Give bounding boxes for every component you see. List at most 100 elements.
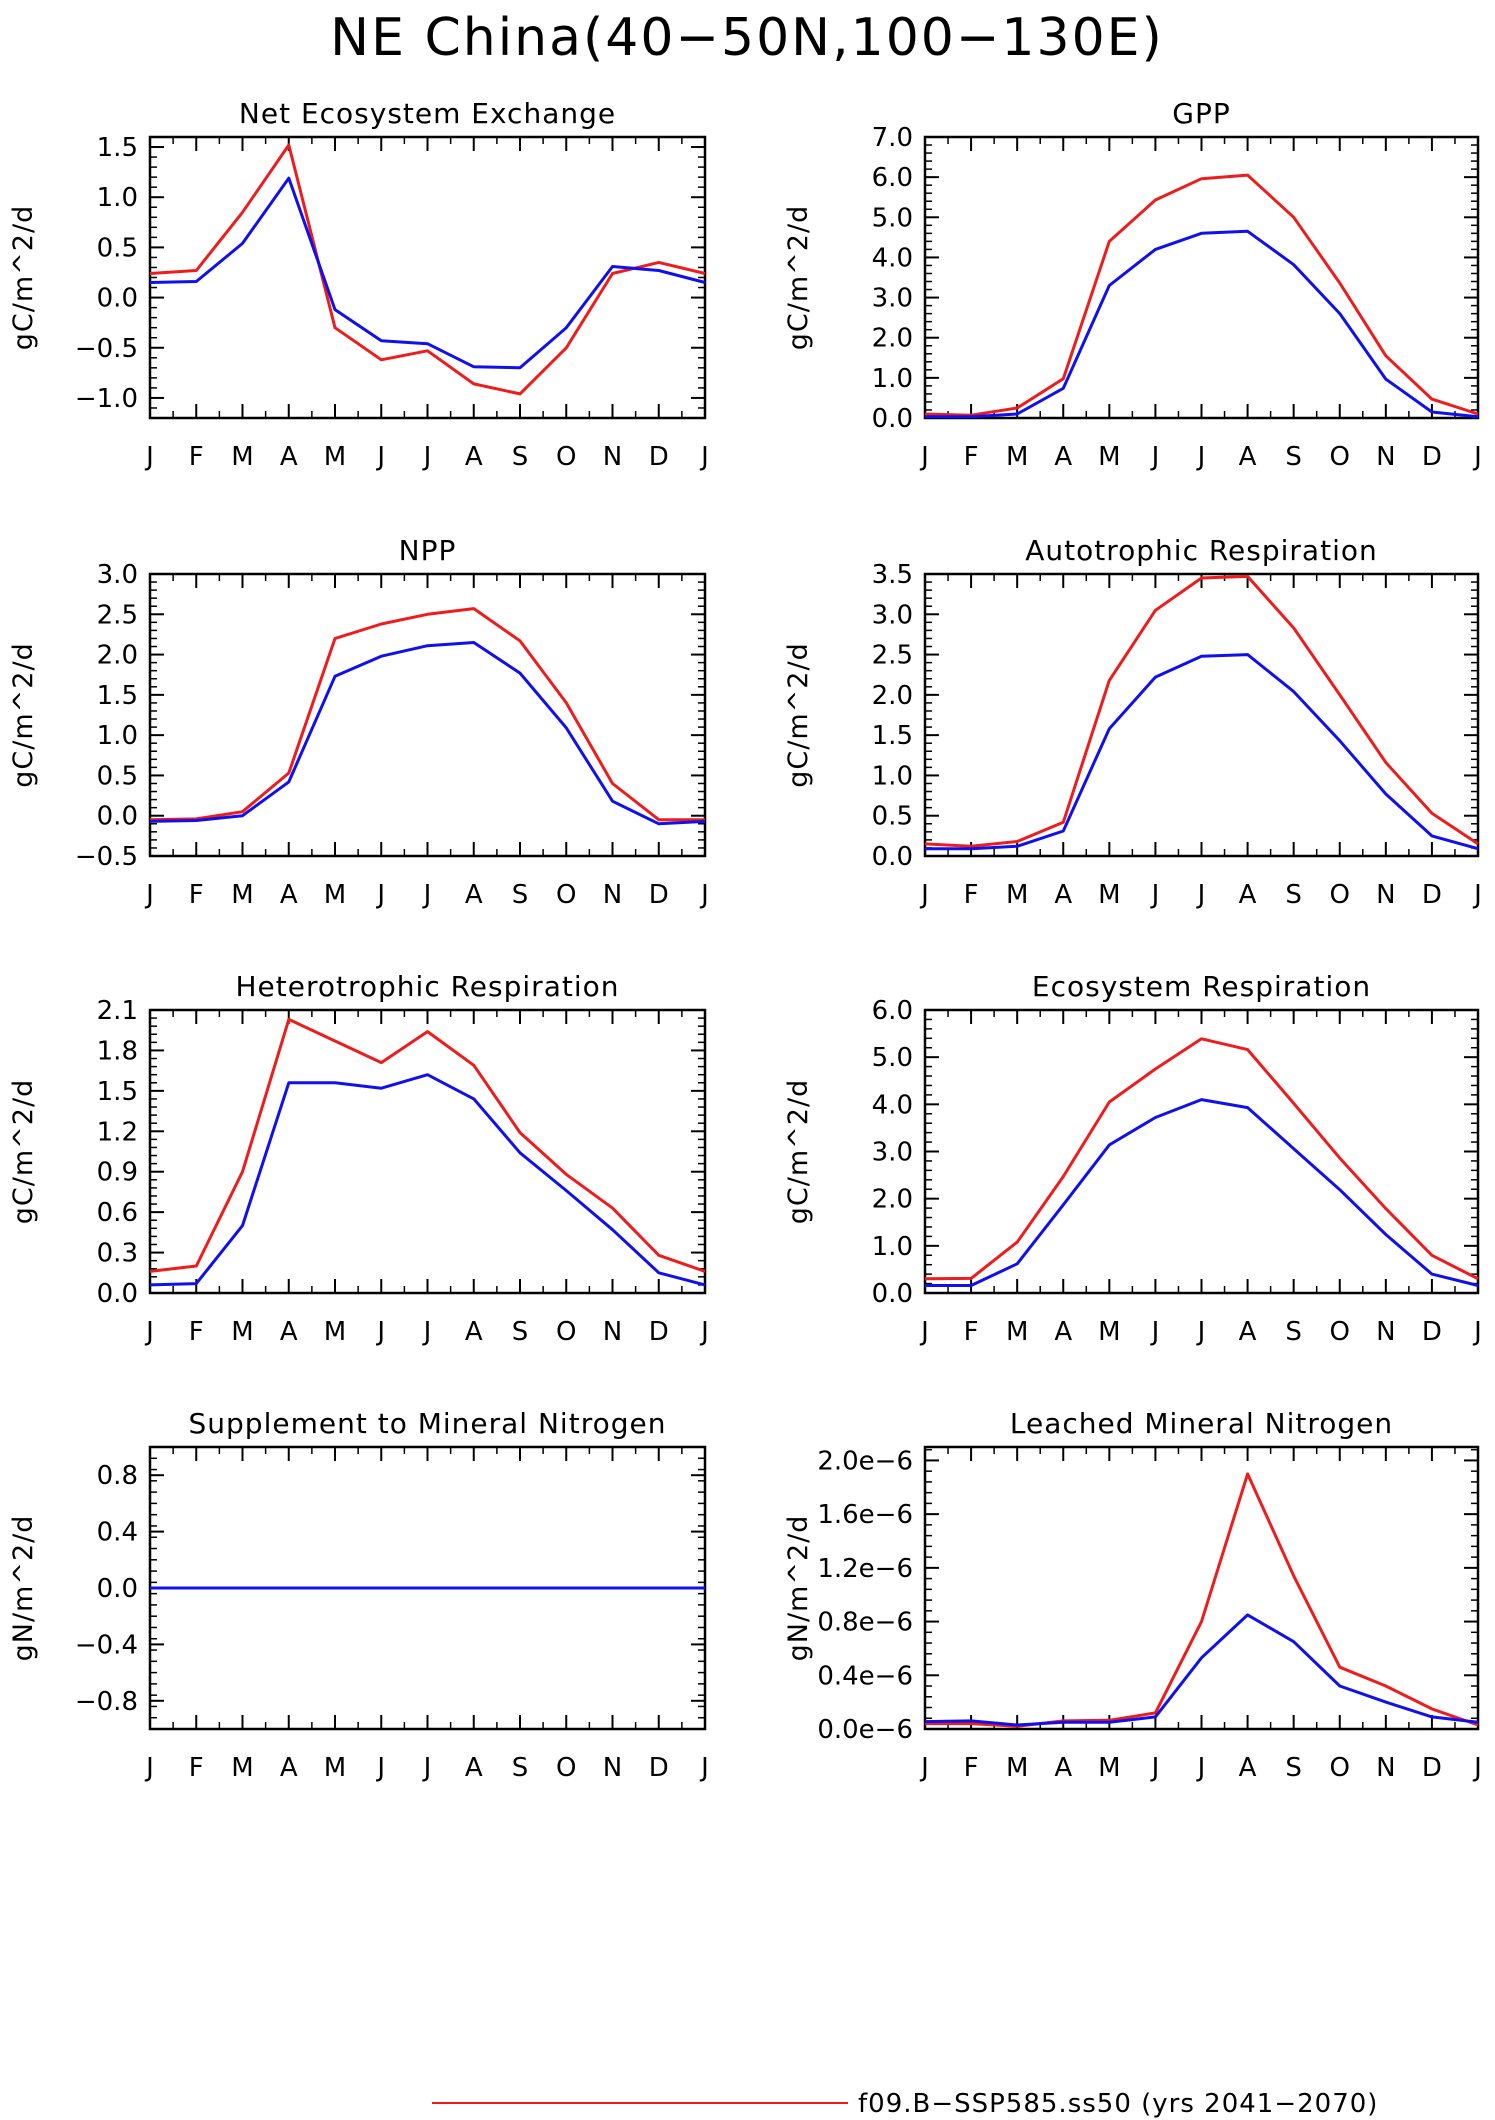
series-line <box>924 173 1479 417</box>
y-tick-label: 1.5 <box>97 681 138 711</box>
series-line <box>924 1613 1479 1727</box>
x-tick-label: N <box>603 1753 622 1783</box>
x-tick-label: J <box>1150 442 1160 472</box>
y-tick-label: 1.5 <box>97 133 138 163</box>
y-tick-label: 2.0 <box>872 1185 913 1215</box>
y-tick-label: 0.6 <box>97 1198 138 1228</box>
y-tick-label: 4.0 <box>872 243 913 273</box>
x-tick-label: A <box>280 880 298 910</box>
x-tick-label: S <box>1285 880 1302 910</box>
y-tick-label: 3.5 <box>872 560 913 590</box>
x-tick-label: J <box>699 1753 709 1783</box>
x-tick-label: A <box>1054 442 1072 472</box>
x-tick-label: N <box>603 442 622 472</box>
x-tick-label: M <box>231 880 253 910</box>
x-tick-label: O <box>556 1317 576 1347</box>
chart-panel: J F M A M J J A S O N D J−0.8−0.40.00.40.8Supplement… <box>8 1407 709 1783</box>
chart-panel: J F M A M J J A S O N D J0.0e−60.4e−60.8e−61.2e−61.6… <box>783 1407 1482 1783</box>
x-tick-label: A <box>1054 1317 1072 1347</box>
series-line <box>149 143 706 396</box>
y-axis-label: gC/m^2/d <box>8 1079 39 1224</box>
x-tick-label: S <box>1285 1753 1302 1783</box>
y-tick-label: 0.0 <box>872 1279 913 1309</box>
y-tick-label: 1.5 <box>97 1077 138 1107</box>
y-tick-label: 0.0e−6 <box>817 1715 913 1745</box>
x-tick-label: N <box>603 1317 622 1347</box>
x-tick-label: J <box>144 442 154 472</box>
y-tick-label: 0.0 <box>872 842 913 872</box>
x-tick-label: J <box>422 1317 432 1347</box>
x-tick-label: A <box>465 1317 483 1347</box>
y-tick-label: 7.0 <box>872 123 913 153</box>
y-tick-label: 3.0 <box>872 284 913 314</box>
chart-panel: J F M A M J J A S O N D J−0.50.00.51.01.52.02.53.0NP… <box>8 534 709 910</box>
x-tick-label: M <box>1006 442 1028 472</box>
x-tick-label: D <box>1422 1753 1442 1783</box>
x-tick-label: D <box>1422 442 1442 472</box>
y-tick-label: −0.5 <box>75 334 138 364</box>
panel-title: Supplement to Mineral Nitrogen <box>189 1407 667 1440</box>
y-tick-label: 0.4e−6 <box>817 1661 913 1691</box>
x-tick-label: J <box>1472 1317 1482 1347</box>
x-tick-label: F <box>964 1317 979 1347</box>
y-tick-label: 2.0 <box>872 681 913 711</box>
x-tick-label: D <box>649 880 669 910</box>
x-tick-label: N <box>1376 1317 1395 1347</box>
panel-title: GPP <box>1172 97 1230 130</box>
y-tick-label: 1.2 <box>97 1117 138 1147</box>
y-tick-label: 0.5 <box>97 233 138 263</box>
x-tick-label: A <box>1054 880 1072 910</box>
y-axis-label: gC/m^2/d <box>783 205 814 350</box>
x-tick-label: J <box>1196 1317 1206 1347</box>
y-tick-label: 0.0 <box>97 802 138 832</box>
x-tick-label: S <box>512 880 529 910</box>
x-tick-label: J <box>375 880 385 910</box>
x-tick-label: J <box>422 442 432 472</box>
x-tick-label: J <box>422 880 432 910</box>
x-tick-label: J <box>1472 1753 1482 1783</box>
y-tick-label: 0.8 <box>97 1461 138 1491</box>
x-tick-label: A <box>280 442 298 472</box>
x-tick-label: J <box>144 1753 154 1783</box>
x-tick-label: A <box>280 1317 298 1347</box>
x-tick-label: A <box>465 442 483 472</box>
series-line <box>149 1017 706 1273</box>
series-line <box>149 1073 706 1287</box>
x-tick-label: J <box>1150 880 1160 910</box>
y-tick-label: 6.0 <box>872 163 913 193</box>
x-tick-label: A <box>465 880 483 910</box>
x-tick-label: M <box>324 880 346 910</box>
y-axis-label: gC/m^2/d <box>783 642 814 787</box>
x-tick-label: S <box>512 442 529 472</box>
y-tick-label: −0.8 <box>75 1687 138 1717</box>
x-tick-label: O <box>556 1753 576 1783</box>
x-tick-label: D <box>649 1753 669 1783</box>
x-tick-label: J <box>919 1753 929 1783</box>
y-tick-label: 3.0 <box>97 560 138 590</box>
y-tick-label: 0.0 <box>872 404 913 434</box>
plot-frame <box>148 135 707 420</box>
y-tick-label: 3.0 <box>872 600 913 630</box>
x-tick-label: J <box>375 1317 385 1347</box>
x-tick-label: O <box>1330 1317 1350 1347</box>
y-axis-label: gN/m^2/d <box>8 1515 39 1662</box>
y-tick-label: 0.0 <box>97 1574 138 1604</box>
x-tick-label: J <box>1150 1753 1160 1783</box>
x-tick-label: J <box>919 1317 929 1347</box>
y-tick-label: 1.0 <box>872 761 913 791</box>
y-tick-label: 2.0 <box>872 324 913 354</box>
x-tick-label: S <box>1285 1317 1302 1347</box>
y-axis-label: gC/m^2/d <box>783 1079 814 1224</box>
series-line <box>925 1098 1479 1287</box>
y-tick-label: 5.0 <box>872 203 913 233</box>
x-tick-label: D <box>1422 1317 1442 1347</box>
x-tick-label: J <box>144 1317 154 1347</box>
series-line <box>924 1037 1479 1281</box>
x-tick-label: F <box>189 1753 204 1783</box>
x-tick-label: M <box>1098 1753 1120 1783</box>
y-tick-label: 1.0 <box>97 721 138 751</box>
x-tick-label: J <box>699 442 709 472</box>
y-tick-label: 1.0 <box>97 183 138 213</box>
